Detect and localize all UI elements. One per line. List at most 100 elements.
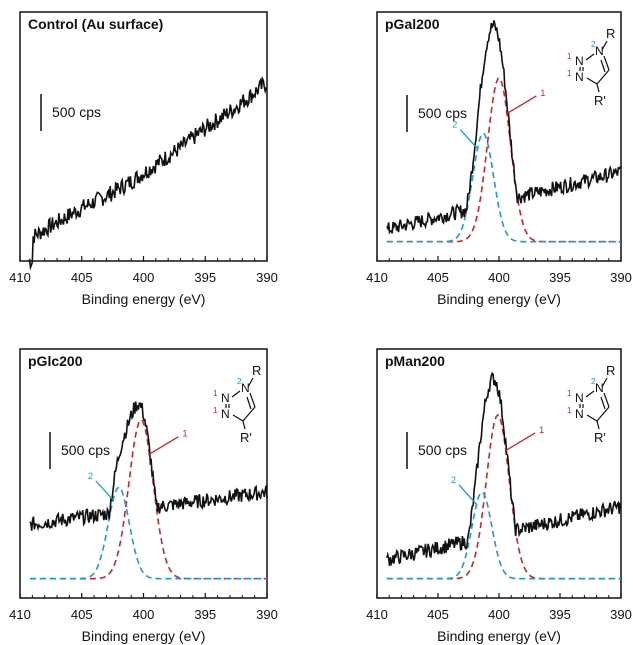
atom-label-2: 2	[591, 40, 596, 49]
peak-1-label: 1	[182, 429, 187, 439]
peak-2-pointer	[459, 129, 479, 150]
spectrum-line	[386, 20, 622, 235]
x-tick-label: 390	[256, 607, 278, 622]
scale-bar-label: 500 cps	[418, 105, 467, 121]
substituent-R: R	[606, 26, 615, 41]
bond	[596, 406, 610, 422]
panel-3: pGlc200 410 405 400 395 390 Binding energy (eV…	[9, 348, 278, 644]
bond	[585, 53, 595, 61]
bond	[242, 406, 256, 422]
x-tick-label: 400	[133, 607, 155, 622]
substituent-R-prime: R'	[240, 430, 252, 445]
atom-label-1b: 1	[567, 406, 572, 415]
peak-1-pointer	[148, 436, 179, 456]
bond	[242, 420, 246, 430]
x-tick-label: 395	[549, 607, 571, 622]
atom-N1: N	[595, 381, 604, 395]
bond	[601, 377, 608, 388]
x-axis-label: Binding energy (eV)	[437, 291, 561, 307]
panel-title: pGal200	[385, 16, 440, 32]
peak-1-label: 1	[539, 425, 544, 435]
panel-4: pMan200 410 405 400 395 390 Binding energy (eV…	[366, 348, 632, 644]
substituent-R: R	[252, 363, 261, 378]
x-axis-label: Binding energy (eV)	[437, 628, 561, 644]
substituent-R: R	[606, 363, 615, 378]
x-tick-label: 390	[610, 270, 632, 285]
peak-2-pointer	[95, 480, 115, 502]
bond	[249, 392, 256, 408]
peak-2-component	[386, 491, 621, 580]
atom-N2: N	[575, 391, 584, 405]
bond	[603, 55, 610, 71]
bond	[596, 69, 610, 85]
bond	[232, 414, 244, 422]
x-tick-label: 410	[9, 607, 31, 622]
peak-2-pointer	[458, 484, 478, 506]
atom-label-1b: 1	[213, 406, 218, 415]
substituent-R-prime: R'	[594, 430, 606, 445]
atom-N1: N	[241, 381, 250, 395]
bond	[603, 392, 610, 408]
panel-title: Control (Au surface)	[28, 16, 163, 32]
x-tick-label: 390	[256, 270, 278, 285]
atom-label-2: 2	[591, 377, 596, 386]
atom-N3: N	[575, 70, 584, 84]
spectrum-line	[386, 371, 622, 567]
x-tick-label: 410	[9, 270, 31, 285]
panel-1: Control (Au surface) 410 405 400 395 390 Bindi…	[9, 11, 278, 307]
peak-2-component	[29, 486, 267, 580]
atom-label-1b: 1	[567, 69, 572, 78]
spectrum-line	[29, 401, 268, 532]
atom-N3: N	[575, 407, 584, 421]
x-tick-label: 405	[71, 270, 93, 285]
bond	[247, 377, 254, 388]
bond	[586, 77, 598, 85]
plot-frame	[19, 348, 268, 599]
bond	[586, 414, 598, 422]
atom-N1: N	[595, 44, 604, 58]
scale-bar-label: 500 cps	[61, 442, 110, 458]
panel-title: pMan200	[385, 353, 445, 369]
atom-N2: N	[575, 54, 584, 68]
bond	[246, 396, 252, 410]
bond	[585, 390, 595, 398]
x-tick-label: 400	[488, 270, 510, 285]
x-tick-label: 410	[366, 270, 388, 285]
x-tick-label: 410	[366, 607, 388, 622]
atom-label-1a: 1	[567, 389, 572, 398]
bond	[600, 59, 606, 73]
spectrum-line	[27, 75, 268, 271]
panel-2: pGal200 410 405 400 395 390 Binding energy (eV…	[366, 11, 632, 307]
scale-bar-label: 500 cps	[418, 442, 467, 458]
x-axis-label: Binding energy (eV)	[82, 628, 206, 644]
atom-N2: N	[221, 391, 230, 405]
x-tick-label: 400	[488, 607, 510, 622]
x-tick-label: 395	[549, 270, 571, 285]
atom-label-1a: 1	[567, 52, 572, 61]
x-axis-label: Binding energy (eV)	[82, 291, 206, 307]
peak-2-label: 2	[452, 120, 457, 130]
peak-2-component	[386, 132, 621, 243]
substituent-R-prime: R'	[594, 93, 606, 108]
bond	[601, 40, 608, 51]
bond	[596, 83, 600, 93]
atom-N3: N	[221, 407, 230, 421]
plot-frame	[376, 11, 622, 262]
x-tick-label: 400	[133, 270, 155, 285]
bond	[596, 420, 600, 430]
x-tick-label: 405	[427, 607, 449, 622]
bond	[231, 390, 241, 398]
x-tick-label: 395	[194, 607, 216, 622]
atom-label-2: 2	[237, 377, 242, 386]
peak-1-pointer	[505, 95, 537, 115]
scale-bar-label: 500 cps	[52, 104, 101, 120]
panel-title: pGlc200	[28, 353, 83, 369]
peak-2-label: 2	[88, 471, 93, 481]
x-tick-label: 390	[610, 607, 632, 622]
x-tick-label: 395	[194, 270, 216, 285]
peak-1-label: 1	[540, 88, 545, 98]
